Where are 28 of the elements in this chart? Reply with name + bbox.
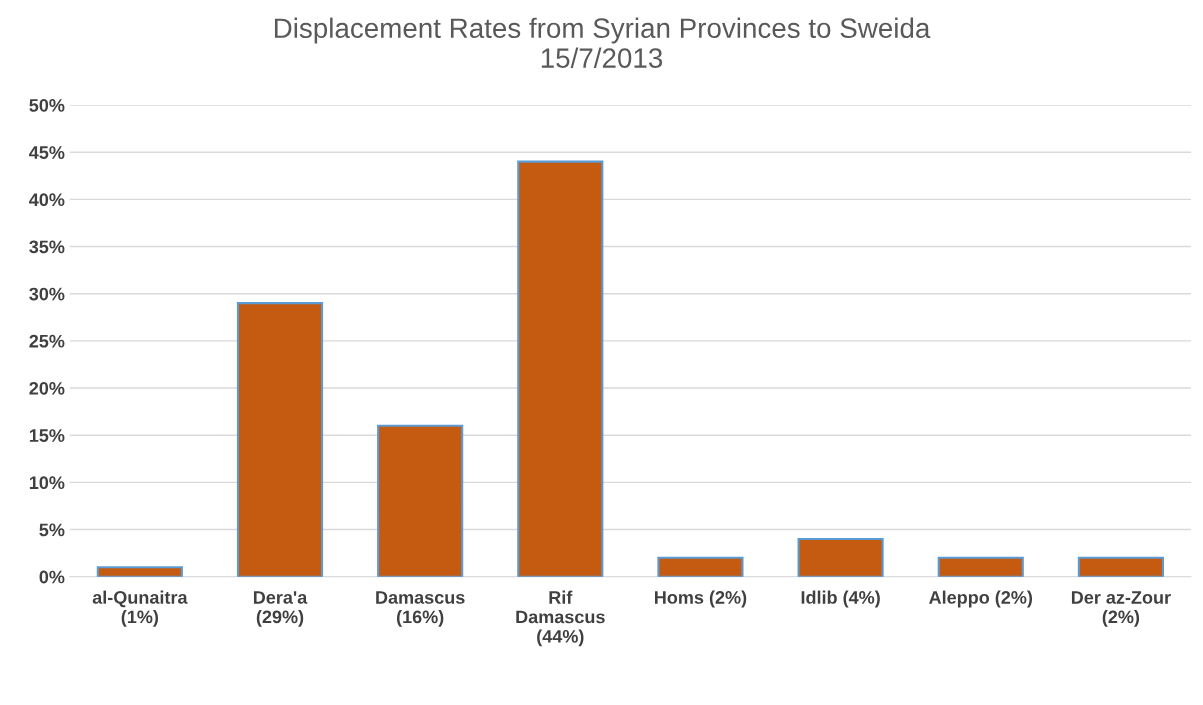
x-tick-label: Damascus (16%): [376, 591, 465, 627]
y-tick-label: 30%: [29, 287, 65, 301]
bar: [236, 302, 324, 577]
x-tick-label: al-Qunaitra (1%): [92, 590, 188, 627]
bar: [657, 556, 744, 577]
x-tick-label: Homs (2%): [655, 590, 747, 608]
x-tick-label: Der az-Zour (2%): [1071, 591, 1171, 627]
y-tick-label: 15%: [29, 429, 65, 442]
bar: [377, 424, 464, 577]
y-tick-label: 40%: [29, 193, 65, 207]
y-tick-label: 0%: [39, 570, 65, 584]
x-tick-label: Dera'a (29%): [253, 591, 308, 627]
y-tick-label: 25%: [29, 334, 65, 348]
y-tick-label: 35%: [29, 240, 65, 254]
bar: [797, 537, 884, 577]
x-tick-label: Aleppo (2%): [929, 590, 1033, 608]
y-tick-label: 20%: [29, 381, 65, 395]
y-tick-label: 50%: [29, 98, 65, 112]
bar: [1077, 556, 1164, 577]
y-tick-label: 5%: [39, 523, 65, 537]
bar: [96, 566, 183, 577]
y-tick-label: 45%: [29, 146, 65, 159]
x-tick-label: Rif Damascus (44%): [516, 590, 605, 647]
bar: [937, 556, 1024, 577]
y-tick-label: 10%: [29, 476, 65, 490]
chart-title: Displacement Rates from Syrian Provinces to Sweida 15/7/2013: [274, 17, 931, 68]
x-tick-label: Idlib (4%): [801, 590, 880, 608]
bar: [517, 160, 604, 577]
